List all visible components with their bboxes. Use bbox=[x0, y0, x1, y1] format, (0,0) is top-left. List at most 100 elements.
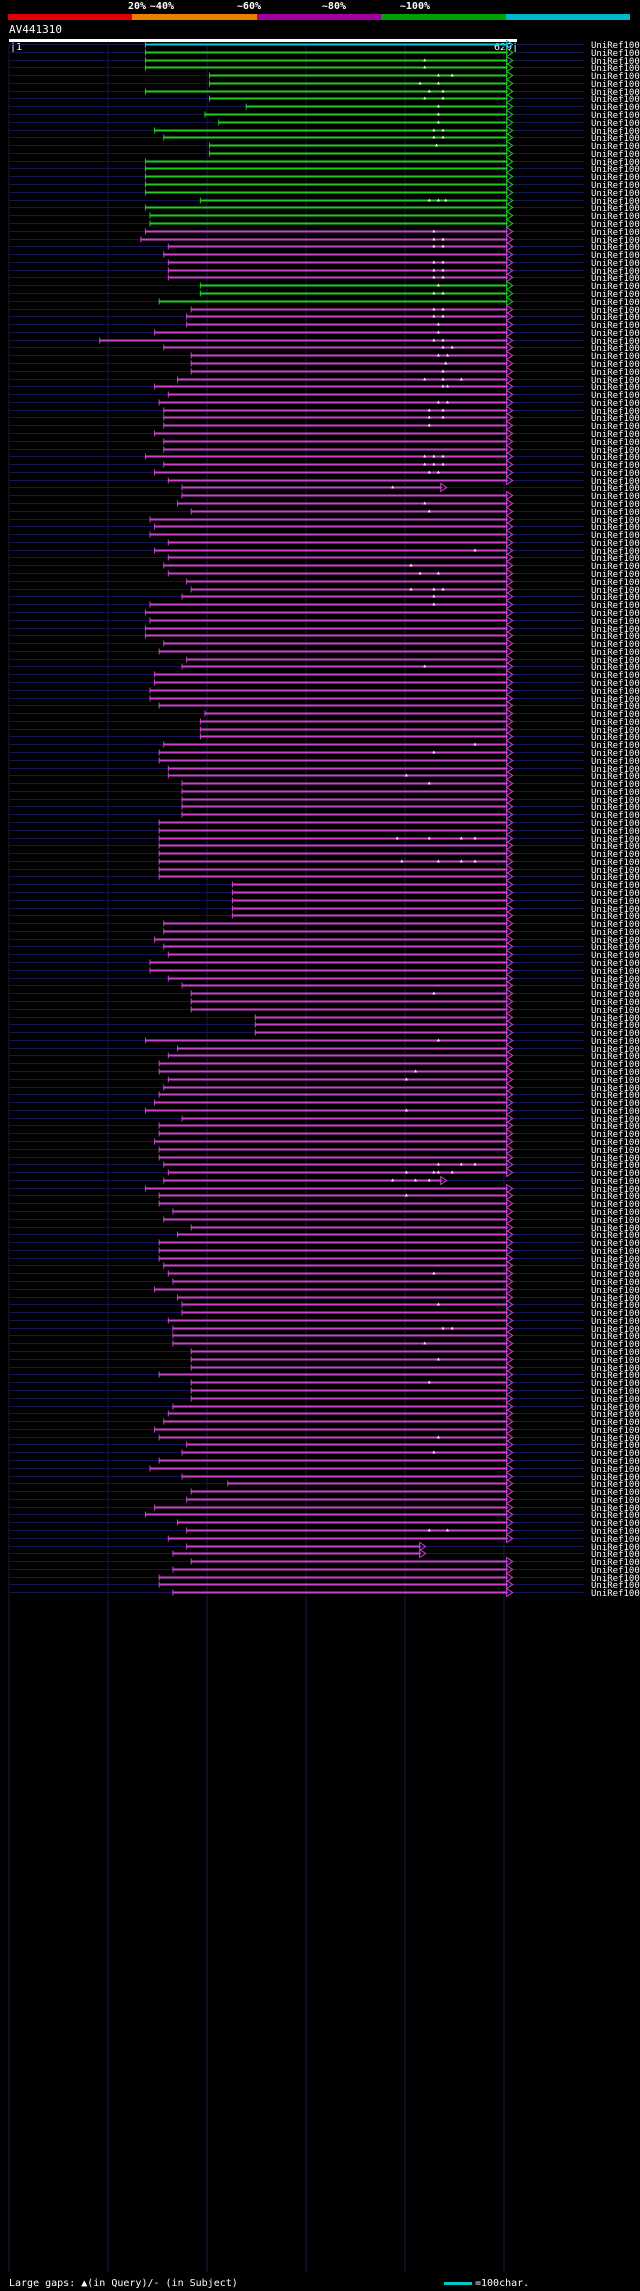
hit-label[interactable]: UniRef100_A2YWR4 bbox=[591, 1496, 640, 1506]
alignment-row[interactable]: UniRef100_Q5VNF6 bbox=[9, 856, 640, 869]
alignment-row[interactable]: UniRef100_Q06I89 bbox=[9, 1268, 640, 1281]
hit-label[interactable]: UniRef100_B8B0M2 bbox=[591, 835, 640, 845]
alignment-row[interactable]: UniRef100_B9G4S7 bbox=[9, 366, 640, 379]
alignment-row[interactable]: UniRef100_B9IC18 bbox=[9, 475, 640, 488]
alignment-row[interactable]: UniRef100_Q5QLS1 bbox=[9, 1237, 640, 1250]
hit-label[interactable]: UniRef100_A9P8F7 bbox=[591, 1076, 640, 1086]
hit-label[interactable]: UniRef100_Q9SU13 bbox=[591, 41, 640, 51]
hit-label[interactable]: UniRef100_B9GTR1 bbox=[591, 1371, 640, 1381]
alignment-row[interactable]: UniRef100_B9FI49 bbox=[9, 1299, 640, 1312]
hit-label[interactable]: UniRef100_A7QZ29 bbox=[591, 142, 640, 152]
hit-label[interactable]: UniRef100_Q8H3S1 bbox=[591, 313, 640, 323]
hit-label[interactable]: UniRef100_Q41072 bbox=[591, 811, 640, 821]
alignment-row[interactable]: UniRef100_A9P8F7 bbox=[9, 1074, 640, 1087]
hit-label[interactable]: UniRef100_B9GFM2 bbox=[591, 119, 640, 129]
alignment-row[interactable]: UniRef100_Q6ZBP5 bbox=[9, 288, 640, 301]
alignment-row[interactable]: UniRef100_B9T2Z3 bbox=[9, 1097, 640, 1110]
alignment-row[interactable]: UniRef100_Q20GM5 bbox=[9, 1198, 640, 1211]
alignment-row[interactable]: UniRef100_Q9SIL7 bbox=[9, 545, 640, 558]
alignment-row[interactable]: UniRef100_Q7XTY1 bbox=[9, 467, 640, 480]
alignment-row[interactable]: UniRef100_C6TA15 bbox=[9, 770, 640, 783]
hit-label[interactable]: UniRef100_Q06I93 bbox=[591, 1052, 640, 1062]
alignment-row[interactable]: UniRef100_B8LQM0 bbox=[9, 724, 640, 737]
alignment-row[interactable]: UniRef100_Q8S5V0 bbox=[9, 444, 640, 457]
hit-label[interactable]: UniRef100_A2WKY2 bbox=[591, 1410, 640, 1420]
alignment-row[interactable]: UniRef100_B6TZU8 bbox=[9, 1167, 640, 1180]
hit-label[interactable]: UniRef100_B9T2Y1 bbox=[591, 663, 640, 673]
alignment-row[interactable]: UniRef100_B9S9S6 bbox=[9, 86, 640, 99]
hit-label[interactable]: UniRef100_B7FKM1 bbox=[591, 757, 640, 767]
hit-label[interactable]: UniRef100_A0T2P3 bbox=[591, 1340, 640, 1350]
hit-label[interactable]: UniRef100_C5YYJ8 bbox=[591, 578, 640, 588]
alignment-row[interactable]: UniRef100_Q06I92 bbox=[9, 1058, 640, 1071]
hit-label[interactable]: UniRef100_Q06I91 bbox=[591, 749, 640, 759]
alignment-row[interactable]: UniRef100_C6T8C2 bbox=[9, 693, 640, 706]
alignment-row[interactable]: UniRef100_Q2PGX7 bbox=[9, 195, 640, 208]
alignment-row[interactable]: UniRef100_A5BB66 bbox=[9, 436, 640, 449]
hit-label[interactable]: UniRef100_Q6J192 bbox=[591, 1185, 640, 1195]
alignment-row[interactable]: UniRef100_C5XZQ7 bbox=[9, 1439, 640, 1452]
alignment-row[interactable]: UniRef100_Q6J189 bbox=[9, 965, 640, 978]
alignment-row[interactable]: UniRef100_A7Q8A4 bbox=[9, 109, 640, 122]
hit-label[interactable]: UniRef100_Q6AUQ4 bbox=[591, 1278, 640, 1288]
hit-label[interactable]: UniRef100_Q6T5L7 bbox=[591, 586, 640, 596]
alignment-row[interactable]: UniRef100_B9T2Y6 bbox=[9, 1214, 640, 1227]
hit-label[interactable]: UniRef100_B8LQM0 bbox=[591, 726, 640, 736]
hit-label[interactable]: UniRef100_A7NZ17 bbox=[591, 1107, 640, 1117]
hit-label[interactable]: UniRef100_Q6J193 bbox=[591, 1356, 640, 1366]
alignment-row[interactable]: UniRef100_A9NVR3 bbox=[9, 335, 640, 348]
hit-label[interactable]: UniRef100_Q6AU53 bbox=[591, 625, 640, 635]
alignment-row[interactable]: UniRef100_C5Z0P5 bbox=[9, 241, 640, 254]
hit-label[interactable]: UniRef100_A9XTL1 bbox=[591, 1403, 640, 1413]
hit-label[interactable]: UniRef100_B4FU73 bbox=[591, 796, 640, 806]
hit-label[interactable]: UniRef100_Q8S5V0 bbox=[591, 446, 640, 456]
alignment-row[interactable]: UniRef100_B7FL46 bbox=[9, 918, 640, 931]
hit-label[interactable]: UniRef100_Q6J196 bbox=[591, 1262, 640, 1272]
alignment-row[interactable]: UniRef100_B6TE21 bbox=[9, 599, 640, 612]
alignment-row[interactable]: UniRef100_Q9FM65 bbox=[9, 234, 640, 247]
hit-label[interactable]: UniRef100_B6TE21 bbox=[591, 601, 640, 611]
alignment-row[interactable]: UniRef100_UPI000... bbox=[9, 428, 640, 441]
alignment-row[interactable]: UniRef100_Q06I90 bbox=[9, 1206, 640, 1219]
hit-label[interactable]: UniRef100_A9XTK9 bbox=[591, 765, 640, 775]
alignment-row[interactable]: UniRef100_A9XTL8 bbox=[9, 537, 640, 550]
hit-label[interactable]: UniRef100_A2X3X6 bbox=[591, 1426, 640, 1436]
alignment-row[interactable]: UniRef100_Q20G50 bbox=[9, 941, 640, 954]
hit-label[interactable]: UniRef100_C6TL69 bbox=[591, 531, 640, 541]
hit-label[interactable]: UniRef100_B4FB81 bbox=[591, 998, 640, 1008]
alignment-row[interactable]: UniRef100_Q84PI5 bbox=[9, 163, 640, 176]
hit-label[interactable]: UniRef100_B1NHU4 bbox=[591, 850, 640, 860]
hit-label[interactable]: UniRef100_Q20G61 bbox=[591, 1021, 640, 1031]
alignment-row[interactable]: UniRef100_Q2I128 bbox=[9, 420, 640, 433]
alignment-row[interactable]: UniRef100_B9T2Z0 bbox=[9, 1447, 640, 1460]
alignment-row[interactable]: UniRef100_Q20FW2 bbox=[9, 895, 640, 908]
hit-label[interactable]: UniRef100_Q8LEE9 bbox=[591, 959, 640, 969]
hit-label[interactable]: UniRef100_Q5ZEL6 bbox=[591, 1364, 640, 1374]
hit-label[interactable]: UniRef100_A3BUC4 bbox=[591, 484, 640, 494]
hit-label[interactable]: UniRef100_Q2PGX7 bbox=[591, 197, 640, 207]
hit-label[interactable]: UniRef100_Q2V5Z9 bbox=[591, 975, 640, 985]
hit-label[interactable]: UniRef100_Q20FW0 bbox=[591, 905, 640, 915]
hit-label[interactable]: UniRef100_A5B7N6 bbox=[591, 80, 640, 90]
alignment-row[interactable]: UniRef100_B9NB21 bbox=[9, 1579, 640, 1592]
alignment-row[interactable]: UniRef100_B9I6Y0 bbox=[9, 1533, 640, 1546]
hit-label[interactable]: UniRef100_Q0J4T9 bbox=[591, 282, 640, 292]
hit-label[interactable]: UniRef100_C5XG11 bbox=[591, 1154, 640, 1164]
hit-label[interactable]: UniRef100_A5BR25 bbox=[591, 1566, 640, 1576]
hit-label[interactable]: UniRef100_B9FI49 bbox=[591, 1301, 640, 1311]
alignment-row[interactable]: UniRef100_Q9FFH6 bbox=[9, 731, 640, 744]
alignment-row[interactable]: UniRef100_UPI000... bbox=[9, 521, 640, 534]
hit-label[interactable]: UniRef100_B6TZU8 bbox=[591, 1169, 640, 1179]
alignment-row[interactable]: UniRef100_C5YYJ7 bbox=[9, 654, 640, 667]
hit-label[interactable]: UniRef100_A5B492 bbox=[591, 842, 640, 852]
alignment-row[interactable]: UniRef100_C6TKW6 bbox=[9, 1509, 640, 1522]
alignment-row[interactable]: UniRef100_B9I1A6 bbox=[9, 148, 640, 161]
hit-label[interactable]: UniRef100_Q0WR55 bbox=[591, 500, 640, 510]
hit-label[interactable]: UniRef100_Q0DKH4 bbox=[591, 1029, 640, 1039]
hit-label[interactable]: UniRef100_B4FV00 bbox=[591, 1379, 640, 1389]
hit-label[interactable]: UniRef100_Q5QLS1 bbox=[591, 1239, 640, 1249]
alignment-row[interactable]: UniRef100_A9XTL2 bbox=[9, 817, 640, 830]
alignment-row[interactable]: UniRef100_Q84PI3 bbox=[9, 156, 640, 169]
hit-label[interactable]: UniRef100_Q20G48 bbox=[591, 881, 640, 891]
alignment-row[interactable]: UniRef100_C6JSR9 bbox=[9, 669, 640, 682]
